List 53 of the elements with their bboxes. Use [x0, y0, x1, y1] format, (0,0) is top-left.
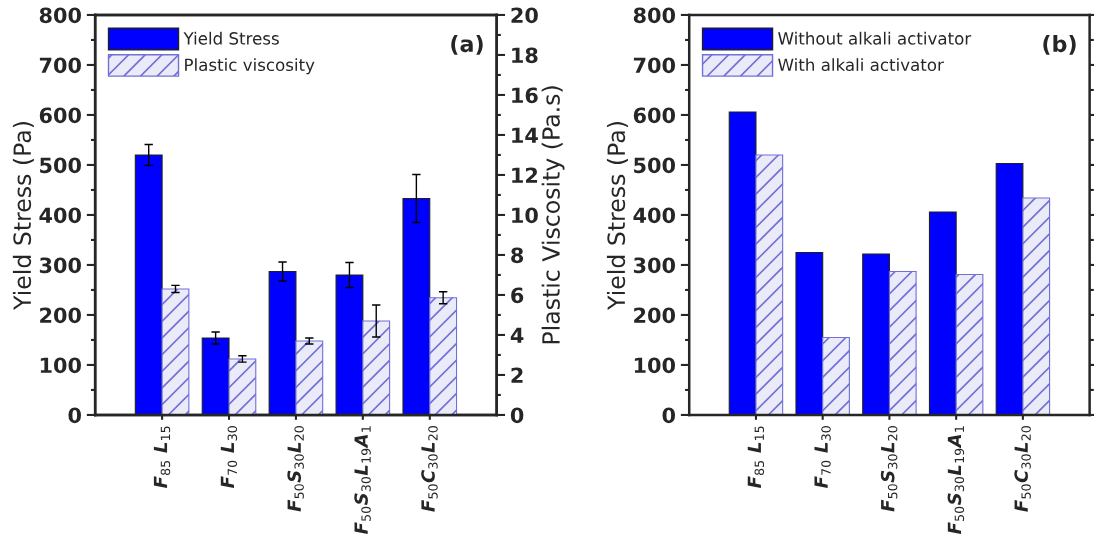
x-tick-label: F$_{50}$C$_{30}$L$_{20}$	[1014, 426, 1031, 512]
y-tick-label: 800	[39, 7, 81, 24]
y-tick-label: 700	[39, 57, 81, 74]
y2-tick-label: 12	[512, 167, 538, 183]
bar	[822, 336, 850, 415]
x-tick-label: F$_{85}$ L$_{15}$	[153, 426, 171, 489]
y-axis-title: Yield Stress (Pa)	[606, 122, 628, 310]
y2-tick-label: 8	[511, 247, 524, 264]
legend-label: Plastic viscosity	[185, 58, 315, 75]
y-tick-label: 300	[39, 257, 81, 274]
y2-tick-label: 0	[510, 407, 524, 424]
x-tick-label: F$_{50}$S$_{30}$L$_{20}$	[287, 426, 304, 512]
y2-tick-label: 6	[511, 287, 524, 304]
y-tick-label: 800	[633, 7, 676, 24]
y-tick-label: 400	[633, 207, 676, 224]
x-tick-label: F$_{50}$S$_{30}$L$_{19}$A$_{1}$	[354, 426, 371, 535]
y-tick-label: 200	[40, 307, 81, 324]
bar	[955, 273, 984, 415]
x-tick-label: F$_{85}$ L$_{15}$	[747, 426, 765, 489]
y-tick-label: 600	[633, 107, 676, 124]
y-tick-label: 300	[633, 257, 676, 274]
y2-tick-label: 10	[512, 207, 538, 224]
y-tick-label: 500	[40, 157, 81, 174]
bar	[1022, 197, 1051, 415]
y-tick-label: 500	[634, 157, 676, 174]
legend-label: Yield Stress	[183, 31, 279, 45]
legend-label: Without alkali activator	[778, 31, 972, 45]
y-tick-label: 0	[68, 407, 81, 424]
x-tick-label: F$_{50}$S$_{30}$L$_{19}$A$_{1}$	[947, 426, 965, 535]
y2-tick-label: 4	[510, 327, 524, 343]
y-tick-label: 0	[662, 407, 676, 424]
y-tick-label: 100	[40, 357, 81, 374]
y-tick-label: 100	[634, 357, 676, 374]
bar	[755, 154, 784, 415]
x-tick-label: F$_{50}$S$_{30}$L$_{20}$	[880, 426, 898, 512]
y2-tick-label: 14	[512, 127, 538, 143]
y-tick-label: 400	[39, 207, 81, 224]
legend-label: With alkali activator	[778, 58, 944, 72]
annotation: (a)	[451, 34, 483, 55]
y-axis-title: Yield Stress (Pa)	[12, 122, 34, 310]
y2-tick-label: 16	[512, 87, 538, 104]
bar	[888, 270, 917, 415]
y2-axis-title: Plastic Viscosity (Pa.s)	[541, 86, 565, 344]
y2-tick-label: 20	[511, 7, 538, 24]
y-tick-label: 600	[39, 107, 81, 124]
annotation: (b)	[1043, 34, 1076, 55]
y2-tick-label: 2	[511, 367, 523, 383]
x-tick-label: F$_{70}$ L$_{30}$	[814, 426, 831, 489]
y-tick-label: 700	[633, 57, 676, 74]
y-tick-label: 200	[634, 307, 676, 324]
y2-tick-label: 18	[512, 47, 538, 64]
x-tick-label: F$_{50}$C$_{30}$L$_{20}$	[421, 426, 438, 512]
x-tick-label: F$_{70}$ L$_{30}$	[220, 426, 238, 489]
